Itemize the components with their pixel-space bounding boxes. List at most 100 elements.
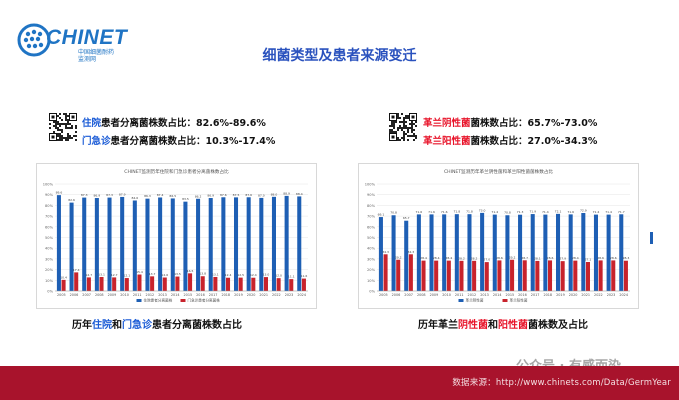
- gram-positive-stat: 革兰阳性菌菌株数占比：27.0%-34.3%: [423, 136, 598, 147]
- data-label: 71.8: [453, 210, 460, 214]
- bar: [383, 254, 388, 291]
- data-label: 72.9: [580, 208, 587, 212]
- data-label: 28.3: [623, 256, 630, 260]
- data-label: 73.0: [479, 208, 486, 212]
- x-tick-label: 2024: [619, 293, 628, 297]
- x-tick-label: 2017: [531, 293, 540, 297]
- bar: [619, 214, 624, 291]
- x-tick-label: 2017: [209, 293, 218, 297]
- bar: [107, 197, 112, 291]
- data-label: 71.3: [517, 210, 524, 214]
- bar: [573, 260, 578, 291]
- bar: [598, 260, 603, 291]
- bar: [86, 277, 91, 291]
- bar: [421, 260, 426, 291]
- data-label: 13.7: [149, 272, 156, 276]
- bar: [510, 259, 515, 291]
- data-label: 71.4: [542, 210, 549, 214]
- data-label: 87.6: [245, 193, 252, 197]
- data-label: 12.7: [86, 273, 93, 277]
- y-tick-label: 100%: [43, 183, 54, 187]
- bar: [543, 214, 548, 291]
- bar: [391, 215, 396, 291]
- x-tick-label: 2018: [543, 293, 552, 297]
- bar: [484, 262, 489, 291]
- y-tick-label: 40%: [45, 247, 54, 251]
- bar: [467, 214, 472, 291]
- legend-label: 住院患者分离菌株: [144, 298, 173, 303]
- data-label: 27.1: [585, 258, 592, 262]
- legend-swatch: [458, 299, 464, 302]
- data-label: 84.6: [131, 196, 138, 200]
- data-label: 87.6: [220, 193, 227, 197]
- data-label: 17.4: [73, 268, 80, 272]
- bar: [158, 197, 163, 291]
- bar: [497, 260, 502, 291]
- data-label: 70.8: [504, 211, 511, 215]
- bar: [259, 197, 264, 291]
- data-label: 28.6: [610, 256, 617, 260]
- x-tick-label: 2009: [430, 293, 439, 297]
- bar: [518, 214, 523, 291]
- bar: [213, 276, 218, 291]
- legend-label: 革兰阴性菌: [466, 298, 484, 303]
- bar: [150, 276, 155, 291]
- y-tick-label: 90%: [45, 193, 54, 197]
- bar: [145, 198, 150, 291]
- bar: [238, 277, 243, 291]
- x-tick-label: 2006: [70, 293, 79, 297]
- data-label: 87.5: [233, 193, 240, 197]
- gram-type-bar-chart: CHINET监测历年革兰阴性菌和革兰阳性菌菌株数占比 0% 10% 20% 30% 40%…: [365, 168, 630, 303]
- data-label: 28.6: [597, 256, 604, 260]
- data-label: 65.7: [403, 216, 410, 220]
- bar: [175, 276, 180, 291]
- x-tick-label: 2020: [247, 293, 256, 297]
- x-tick-label: 2024: [297, 293, 306, 297]
- data-label: 86.9: [207, 194, 214, 198]
- bar: [162, 277, 167, 291]
- bar: [132, 200, 137, 291]
- chart-title: CHINET监测历年革兰阴性菌和革兰阳性菌菌株数占比: [444, 168, 553, 175]
- data-label: 69.1: [378, 213, 385, 217]
- bar: [221, 197, 226, 291]
- bar: [69, 202, 74, 291]
- data-label: 89.6: [56, 191, 63, 195]
- bar: [442, 214, 447, 291]
- data-label: 13.1: [98, 272, 105, 276]
- data-label: 11.6: [301, 274, 308, 278]
- bar: [585, 262, 590, 291]
- bar: [611, 260, 616, 291]
- data-label: 13.1: [212, 272, 219, 276]
- data-label: 87.4: [157, 193, 164, 197]
- y-tick-label: 20%: [367, 268, 376, 272]
- x-tick-label: 2014: [493, 293, 502, 297]
- logo-brand: CHINET: [46, 26, 128, 49]
- data-label: 87.3: [106, 193, 113, 197]
- bar: [434, 260, 439, 291]
- data-source: 数据来源：http://www.chinets.com/Data/GermYea…: [452, 378, 671, 388]
- y-tick-label: 50%: [45, 236, 54, 240]
- legend-swatch: [180, 299, 186, 302]
- bar: [74, 272, 79, 291]
- data-label: 12.4: [225, 273, 232, 277]
- x-tick-label: 2020: [569, 293, 578, 297]
- data-label: 71.6: [567, 210, 574, 214]
- data-label: 34.3: [382, 250, 389, 254]
- x-tick-label: 2016: [196, 293, 205, 297]
- x-tick-label: 2009: [108, 293, 117, 297]
- bar: [56, 195, 61, 291]
- data-label: 71.8: [466, 210, 473, 214]
- y-tick-label: 40%: [367, 247, 376, 251]
- x-tick-label: 2019: [234, 293, 243, 297]
- bar: [396, 259, 401, 291]
- chart-panel-gram-type: CHINET监测历年革兰阴性菌和革兰阳性菌菌株数占比 0% 10% 20% 30% 40%…: [358, 163, 639, 309]
- data-label: 28.4: [445, 256, 452, 260]
- data-label: 12.0: [275, 274, 282, 278]
- data-label: 12.5: [237, 273, 244, 277]
- data-label: 83.5: [182, 197, 189, 201]
- inpatient-stat: 住院患者分离菌株数占比：82.6%-89.6%: [82, 118, 266, 129]
- x-tick-label: 2005: [57, 293, 66, 297]
- data-label: 10.4: [60, 275, 67, 279]
- bar: [188, 273, 193, 291]
- data-label: 28.6: [496, 256, 503, 260]
